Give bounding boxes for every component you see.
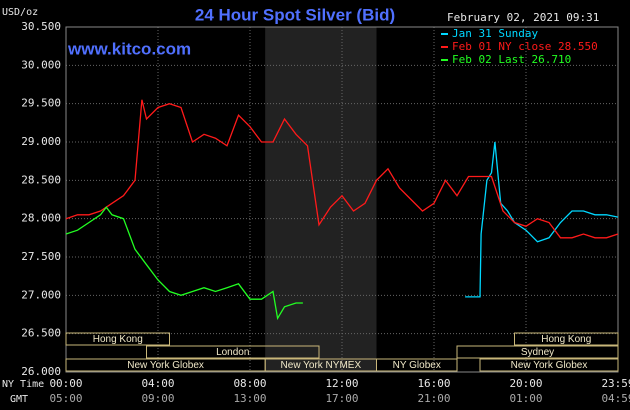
session-label: Hong Kong bbox=[93, 334, 143, 345]
y-tick-label: 29.500 bbox=[21, 97, 61, 110]
watermark: www.kitco.com bbox=[67, 39, 191, 58]
plot-frame bbox=[65, 26, 619, 373]
y-tick-label: 29.000 bbox=[21, 135, 61, 148]
y-tick-label: 30.000 bbox=[21, 58, 61, 71]
y-tick-label: 28.000 bbox=[21, 212, 61, 225]
x-gmt-label: 09:00 bbox=[141, 392, 174, 405]
session-shade bbox=[265, 27, 377, 372]
y-tick-label: 27.500 bbox=[21, 250, 61, 263]
session-box bbox=[146, 345, 320, 359]
x-gmt-label: 17:00 bbox=[325, 392, 358, 405]
session-label: NY Globex bbox=[393, 360, 441, 371]
session-box bbox=[456, 345, 619, 359]
y-unit: USD/oz bbox=[2, 7, 38, 18]
legend-label: Jan 31 Sunday bbox=[452, 27, 538, 40]
y-tick-label: 28.500 bbox=[21, 173, 61, 186]
y-tick-label: 26.000 bbox=[21, 365, 61, 378]
x-gmt-label: 05:00 bbox=[49, 392, 82, 405]
timestamp: February 02, 2021 09:31 bbox=[447, 11, 599, 24]
series-line bbox=[65, 99, 619, 239]
series-line bbox=[465, 141, 619, 298]
session-label: New York NYMEX bbox=[281, 360, 362, 371]
legend-label: Feb 02 Last 26.710 bbox=[452, 53, 571, 66]
session-box bbox=[65, 332, 170, 346]
x-row-label: NY Time bbox=[2, 379, 44, 390]
x-tick-label: 20:00 bbox=[509, 377, 542, 390]
x-tick-label: 23:59 bbox=[601, 377, 630, 390]
x-tick-label: 04:00 bbox=[141, 377, 174, 390]
x-tick-label: 00:00 bbox=[49, 377, 82, 390]
x-gmt-label: 01:00 bbox=[509, 392, 542, 405]
x-tick-label: 12:00 bbox=[325, 377, 358, 390]
session-label: London bbox=[216, 347, 249, 358]
session-label: Hong Kong bbox=[541, 334, 591, 345]
x-gmt-label: 21:00 bbox=[417, 392, 450, 405]
chart-title: 24 Hour Spot Silver (Bid) bbox=[195, 5, 395, 24]
session-label: Sydney bbox=[521, 347, 554, 358]
session-box bbox=[479, 358, 619, 372]
x-tick-label: 16:00 bbox=[417, 377, 450, 390]
x-tick-label: 08:00 bbox=[233, 377, 266, 390]
y-tick-label: 27.000 bbox=[21, 288, 61, 301]
series-line bbox=[65, 206, 303, 321]
y-tick-label: 30.500 bbox=[21, 20, 61, 33]
y-tick-label: 26.500 bbox=[21, 327, 61, 340]
x-row-label: GMT bbox=[10, 394, 28, 405]
x-gmt-label: 04:59 bbox=[601, 392, 630, 405]
session-box bbox=[376, 358, 458, 372]
session-box bbox=[514, 332, 619, 346]
x-gmt-label: 13:00 bbox=[233, 392, 266, 405]
session-label: New York Globex bbox=[127, 360, 204, 371]
session-label: New York Globex bbox=[511, 360, 588, 371]
legend-label: Feb 01 NY close 28.550 bbox=[452, 40, 598, 53]
